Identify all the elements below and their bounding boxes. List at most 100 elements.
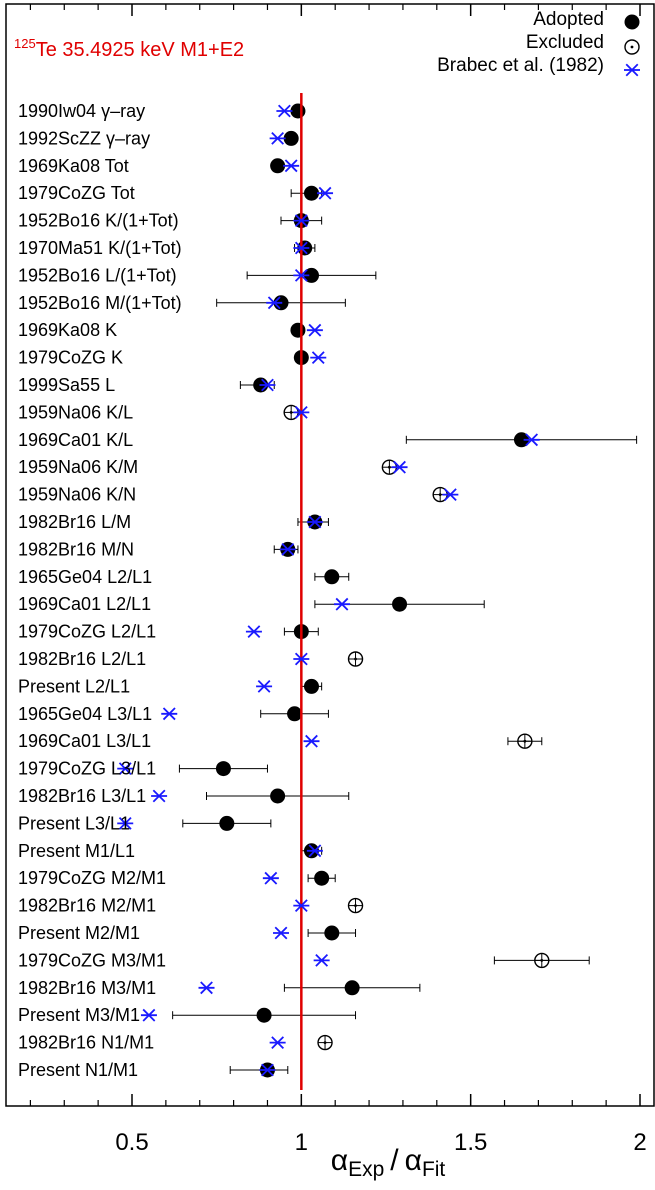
excluded-ring (624, 39, 640, 55)
row-label-text: 1979CoZG M3/M1 (18, 950, 166, 970)
row-label-text: 1969Ka08 Tot (18, 156, 129, 176)
adopted-point (513, 432, 529, 448)
row-label-text: 1990Iw04 (18, 101, 101, 121)
row-label-text: 1982Br16 L2/L1 (18, 649, 146, 669)
x-axis-title-sub-1: Exp (348, 1158, 384, 1181)
row-label-text: Present M2/M1 (18, 923, 140, 943)
brabec-point (313, 954, 330, 967)
chart-title: 125Te 35.4925 keV M1+E2 (14, 36, 244, 61)
brabec-point (293, 899, 310, 912)
x-tick-label: 1 (295, 1129, 308, 1156)
row-label: 1969Ca01 L3/L1 (18, 731, 151, 751)
legend: Adopted Excluded Brabec et al. (1982) (437, 9, 640, 77)
brabec-point (140, 1008, 157, 1022)
asterisk-stroke (308, 515, 322, 529)
brabec-point (269, 1036, 286, 1049)
legend-markers (624, 14, 640, 77)
row-label-text: Present L2/L1 (18, 676, 130, 696)
row-label: 1979CoZG L2/L1 (18, 622, 156, 642)
brabec-point (161, 707, 178, 721)
legend-marker-excluded (624, 39, 640, 55)
asterisk-stroke (261, 378, 274, 392)
brabec-point (306, 844, 323, 858)
legend-label-excluded: Excluded (526, 32, 604, 53)
brabec-point (293, 652, 310, 666)
row-label-text: 1952Bo16 M/(1+Tot) (18, 293, 182, 313)
brabec-point (117, 762, 134, 775)
brabec-point (151, 789, 168, 803)
row-label-text: 1969Ca01 K/L (18, 430, 133, 450)
brabec-point (262, 871, 279, 885)
brabec-point (293, 406, 310, 419)
asterisk-stroke (294, 269, 308, 282)
asterisk-stroke (308, 323, 322, 337)
row-label-text: 1979CoZG Tot (18, 183, 135, 203)
brabec-point (266, 296, 283, 310)
row-label-text: 1979CoZG L2/L1 (18, 622, 156, 642)
asterisk-stroke (267, 296, 281, 310)
row-label: 1965Ge04 L2/L1 (18, 567, 152, 587)
row-label-text: 1952Bo16 L/(1+Tot) (18, 265, 177, 285)
brabec-point (259, 378, 276, 392)
row-label: 1979CoZG M2/M1 (18, 868, 166, 888)
excluded-dot (630, 45, 634, 49)
adopted-point (314, 870, 330, 886)
row-label-text: 1982Br16 N1/M1 (18, 1033, 154, 1053)
row-label-text: 1982Br16 M3/M1 (18, 978, 156, 998)
asterisk-stroke (162, 707, 176, 721)
brabec-point (333, 597, 350, 611)
row-label: 1969Ca01 L2/L1 (18, 594, 151, 614)
row-label-text: 1979CoZG M2/M1 (18, 868, 166, 888)
row-label: Present M1/L1 (18, 841, 135, 861)
row-label: 1952Bo16 M/(1+Tot) (18, 293, 182, 313)
adopted-point (290, 103, 306, 119)
excluded-point (517, 733, 533, 749)
asterisk-stroke (525, 433, 539, 447)
row-label: 1979CoZG M3/M1 (18, 950, 166, 970)
asterisk-stroke (308, 844, 322, 858)
row-label: 1982Br16 M3/M1 (18, 978, 156, 998)
asterisk-stroke (335, 597, 349, 611)
brabec-point (117, 817, 134, 830)
row-label: 1982Br16 N1/M1 (18, 1033, 154, 1053)
row-label: 1982Br16 M/N (18, 539, 134, 559)
excluded-point (317, 1034, 333, 1051)
chart-title-superscript: 125 (14, 36, 36, 51)
asterisk-stroke (261, 1063, 274, 1077)
asterisk-stroke (305, 734, 318, 748)
adopted-point (287, 706, 303, 722)
brabec-markers (117, 104, 540, 1077)
adopted-point (344, 980, 360, 996)
row-label: Present L3/L1 (18, 813, 130, 833)
row-label-suffix: –ray (110, 101, 145, 121)
row-label-text: 1959Na06 K/M (18, 457, 138, 477)
row-label-text: Present N1/M1 (18, 1060, 138, 1080)
row-label-text: 1969Ka08 K (18, 320, 117, 340)
row-label-text: 1979CoZG K (18, 348, 123, 368)
row-label: 1969Ka08 Tot (18, 156, 129, 176)
x-tick-label: 1.5 (454, 1129, 487, 1156)
asterisk-stroke (625, 63, 639, 77)
plot-frame (5, 3, 655, 1107)
row-label-text: 1959Na06 K/N (18, 485, 136, 505)
brabec-point (283, 159, 300, 173)
row-label: 1982Br16 L2/L1 (18, 649, 146, 669)
row-label: 1959Na06 K/M (18, 457, 138, 477)
asterisk-stroke (274, 926, 288, 940)
row-label: 1982Br16 L/M (18, 512, 131, 532)
brabec-point (303, 734, 320, 748)
row-label-text: Present L3/L1 (18, 813, 130, 833)
row-label-text: 1959Na06 K/L (18, 402, 133, 422)
asterisk-stroke (247, 625, 261, 638)
asterisk-stroke (142, 1008, 156, 1022)
x-tick-label: 2 (633, 1129, 646, 1156)
adopted-point (256, 1007, 272, 1023)
brabec-point (391, 460, 408, 474)
asterisk-stroke (284, 159, 298, 173)
brabec-point (317, 186, 334, 200)
row-label-text: Present M1/L1 (18, 841, 135, 861)
x-axis-title: αExp / αFit (331, 1144, 446, 1181)
legend-marker-adopted (624, 14, 640, 30)
